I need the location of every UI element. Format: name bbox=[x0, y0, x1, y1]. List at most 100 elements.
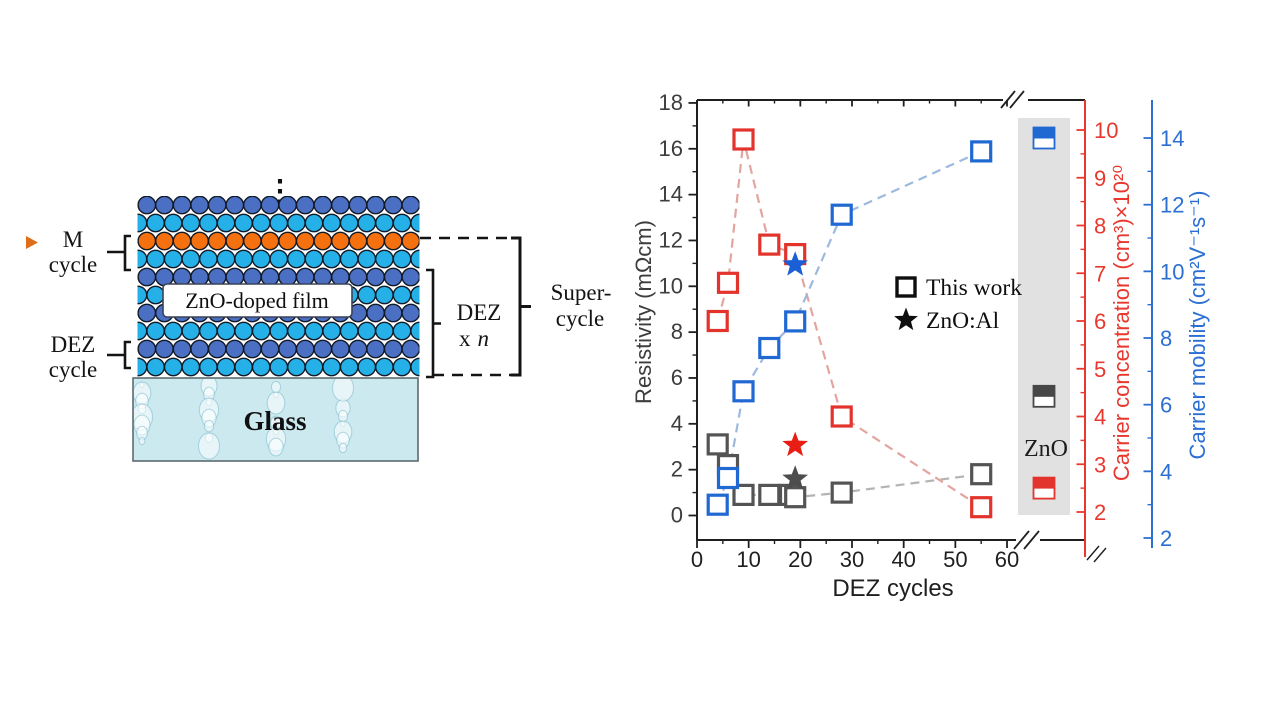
atom-circle-light_blue bbox=[286, 357, 306, 377]
atom-circle-dark_blue bbox=[225, 267, 245, 287]
atom-circle-dark_blue bbox=[330, 267, 350, 287]
resistivity-this-work-marker bbox=[758, 483, 781, 506]
atom-circle-light_blue bbox=[339, 357, 359, 377]
atom-circle-orange bbox=[330, 231, 350, 251]
atom-circle-light_blue bbox=[339, 213, 359, 233]
atom-circle-dark_blue bbox=[401, 196, 420, 215]
atom-circle-dark_blue bbox=[190, 267, 210, 287]
atom-circle-light_blue bbox=[198, 321, 218, 341]
atom-circle-dark_blue bbox=[330, 339, 350, 359]
legend-label-zno-al: ZnO:Al bbox=[926, 308, 1000, 334]
atom-circle-dark_blue bbox=[383, 303, 403, 323]
atom-circle-light_blue bbox=[137, 285, 148, 305]
atom-circle-light_blue bbox=[146, 357, 166, 377]
atom-circle-orange bbox=[313, 231, 333, 251]
atom-circle-light_blue bbox=[392, 357, 412, 377]
atom-circle-dark_blue bbox=[243, 196, 262, 215]
atom-circle-light_blue bbox=[322, 213, 341, 233]
resistivity-tick-label: 2 bbox=[671, 457, 683, 482]
atom-circle-dark_blue bbox=[172, 339, 192, 359]
atom-circle-light_blue bbox=[374, 321, 394, 341]
atom-circle-light_blue bbox=[146, 249, 166, 269]
zno-ref-marker-fill-resistivity bbox=[1033, 385, 1055, 397]
atom-circle-light_blue bbox=[286, 249, 306, 269]
atom-circle-light_blue bbox=[146, 285, 166, 305]
zno-ref-marker-fill-mobility bbox=[1033, 127, 1055, 139]
atom-circle-light_blue bbox=[181, 357, 201, 377]
chart-legend: This work ZnO:Al bbox=[894, 275, 1022, 334]
concentration-tick-label: 4 bbox=[1094, 405, 1106, 430]
resistivity-tick-label: 0 bbox=[671, 503, 683, 528]
atom-circle-dark_blue bbox=[207, 267, 227, 287]
resistivity-tick-label: 4 bbox=[671, 411, 683, 436]
atom-circle-orange bbox=[172, 231, 192, 251]
zno-al-star-concentration bbox=[782, 431, 808, 457]
carrier-mobility-this-work-marker bbox=[758, 336, 781, 360]
atom-circle-light_blue bbox=[392, 321, 412, 341]
axis-break-marks bbox=[1000, 90, 1107, 563]
atom-circle-dark_blue bbox=[348, 267, 368, 287]
atom-circle-light_blue bbox=[234, 321, 254, 341]
atom-circle-dark_blue bbox=[190, 196, 209, 215]
atom-circle-dark_blue bbox=[313, 267, 333, 287]
atom-circle-light_blue bbox=[234, 213, 254, 233]
atom-circle-light_blue bbox=[304, 357, 324, 377]
atom-circle-dark_blue bbox=[383, 339, 403, 359]
atom-circle-light_blue bbox=[374, 249, 394, 269]
film-label: ZnO-doped film bbox=[185, 288, 329, 313]
atom-circle-dark_blue bbox=[137, 267, 157, 287]
atom-circle-dark_blue bbox=[242, 339, 262, 359]
glass-bubble bbox=[203, 419, 215, 433]
x-tick-label: 30 bbox=[840, 547, 864, 572]
m-cycle-bracket bbox=[107, 234, 131, 272]
atom-circle-dark_blue bbox=[207, 196, 227, 215]
atom-circle-dark_blue bbox=[278, 267, 297, 287]
mobility-tick-label: 10 bbox=[1160, 259, 1184, 284]
atom-circle-light_blue bbox=[410, 213, 420, 233]
resistivity-this-work-marker bbox=[732, 483, 755, 506]
atom-circle-dark_blue bbox=[172, 267, 192, 287]
mobility-tick-label: 12 bbox=[1160, 193, 1184, 218]
supercycle-label-line1: Super- bbox=[551, 280, 612, 305]
atom-circle-light_blue bbox=[357, 285, 377, 305]
mobility-tick-label: 6 bbox=[1160, 393, 1172, 418]
atom-circle-light_blue bbox=[234, 357, 254, 377]
resistivity-this-work-marker bbox=[706, 433, 729, 456]
glass-bubble bbox=[198, 432, 220, 460]
resistivity-tick-label: 6 bbox=[671, 365, 683, 390]
atom-circle-light_blue bbox=[374, 213, 394, 233]
atom-circle-dark_blue bbox=[207, 339, 227, 359]
atom-circle-light_blue bbox=[304, 213, 324, 233]
atom-circle-dark_blue bbox=[137, 196, 157, 215]
resistivity-this-work-marker bbox=[970, 463, 993, 486]
carrier-concentration-this-work-marker bbox=[970, 496, 993, 519]
atom-circle-light_blue bbox=[339, 321, 359, 341]
atom-circle-dark_blue bbox=[348, 339, 368, 359]
atom-circle-light_blue bbox=[269, 249, 289, 269]
glass-bubble bbox=[332, 379, 354, 402]
atom-circle-orange bbox=[401, 231, 420, 251]
glass-bubble bbox=[337, 409, 349, 423]
atom-circle-light_blue bbox=[392, 285, 412, 305]
atom-circle-light_blue bbox=[304, 321, 324, 341]
supercycle-label-line2: cycle bbox=[556, 306, 605, 331]
atom-circle-dark_blue bbox=[401, 267, 420, 287]
resistivity-tick-label: 14 bbox=[659, 182, 683, 207]
ald-diagram: ⋮ Glass M cycle DEZ cycle ZnO-doped film… bbox=[26, 175, 612, 462]
atom-circle-light_blue bbox=[146, 321, 166, 341]
atom-circle-dark_blue bbox=[295, 196, 315, 215]
atom-circle-dark_blue bbox=[242, 267, 262, 287]
legend-open-square-icon bbox=[895, 276, 917, 298]
concentration-tick-label: 8 bbox=[1094, 214, 1106, 239]
film-label-box bbox=[162, 283, 353, 318]
concentration-tick-label: 2 bbox=[1094, 500, 1106, 525]
atom-circle-orange bbox=[225, 231, 245, 251]
atom-circle-orange bbox=[242, 231, 262, 251]
atom-circle-light_blue bbox=[198, 213, 218, 233]
resistivity-tick-label: 8 bbox=[671, 319, 683, 344]
atom-circle-light_blue bbox=[374, 357, 394, 377]
x-tick-label: 20 bbox=[788, 547, 812, 572]
mobility-tick-label: 14 bbox=[1160, 126, 1184, 151]
zno-al-star-resistivity bbox=[782, 465, 808, 490]
